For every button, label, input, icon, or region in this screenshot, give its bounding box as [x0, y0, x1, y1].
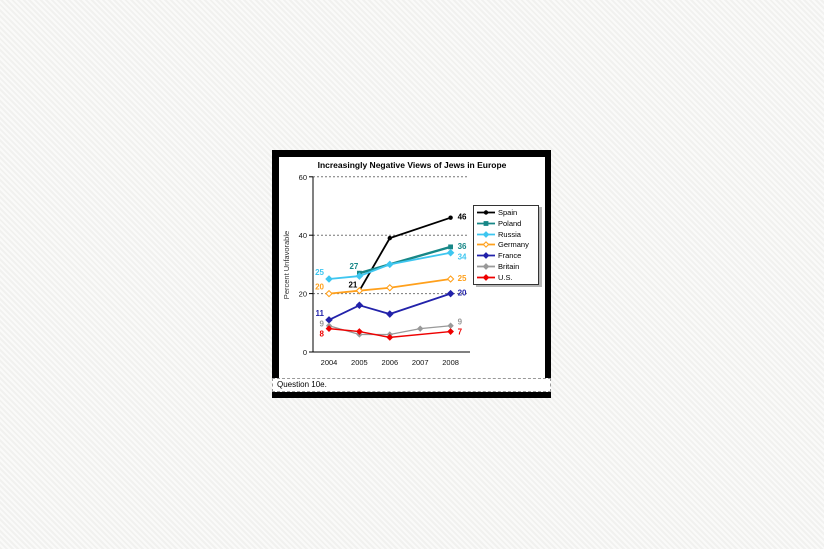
- marker-diamond-icon: [355, 272, 364, 280]
- legend-label: Poland: [498, 218, 522, 228]
- legend-line-marker-icon: [477, 252, 495, 260]
- marker-diamond-icon: [417, 325, 424, 332]
- data-label: 9: [320, 320, 325, 329]
- marker-diamond-icon: [482, 252, 490, 260]
- x-tick-label: 2007: [412, 358, 429, 367]
- question-text: Question 10e.: [277, 380, 327, 389]
- data-label: 7: [458, 328, 463, 337]
- marker-diamond-icon: [325, 275, 333, 283]
- marker-square-icon: [483, 220, 489, 226]
- legend-label: Russia: [498, 229, 521, 239]
- data-label: 8: [320, 330, 325, 339]
- x-tick-label: 2008: [442, 358, 459, 367]
- legend-item-russia: Russia: [476, 229, 536, 239]
- y-tick-label: 0: [303, 348, 307, 357]
- marker-open-diamond-icon: [446, 275, 455, 283]
- series-line-spain: [358, 216, 451, 292]
- x-tick-label: 2005: [351, 358, 368, 367]
- legend-line-marker-icon: [477, 274, 495, 281]
- marker-circle-icon: [483, 210, 489, 215]
- legend-line-marker-icon: [477, 230, 495, 238]
- legend-line-marker-icon: [477, 220, 495, 226]
- chart-legend: Spain Poland Russia Germany France Britain U.S…: [473, 205, 539, 285]
- marker-open-diamond-icon: [482, 241, 490, 249]
- plot-content: 0 20 40 60 2004 2005 2006 2007 2008 21 46 27 36 25 34 2…: [299, 173, 470, 367]
- legend-item-germany: Germany: [476, 240, 536, 250]
- legend-item-poland: Poland: [476, 218, 536, 228]
- marker-open-diamond-icon: [325, 289, 333, 298]
- series-line-us: [328, 327, 451, 339]
- legend-label: Germany: [498, 240, 529, 250]
- legend-item-us: U.S.: [476, 272, 536, 282]
- marker-diamond-icon: [482, 274, 490, 281]
- series-line-germany: [328, 278, 451, 295]
- chart-plot: Increasingly Negative Views of Jews in E…: [282, 160, 507, 367]
- marker-diamond-icon: [446, 248, 455, 257]
- series-line-poland: [359, 245, 451, 275]
- data-label: 46: [458, 213, 467, 222]
- marker-diamond-icon: [386, 310, 394, 318]
- marker-diamond-icon: [447, 322, 454, 329]
- legend-line-marker-icon: [477, 241, 495, 249]
- series-line-france: [328, 292, 451, 321]
- marker-diamond-icon: [386, 334, 394, 341]
- marker-circle-icon: [387, 235, 392, 241]
- legend-label: Britain: [498, 262, 520, 272]
- legend-item-france: France: [476, 251, 536, 261]
- y-tick-label: 40: [299, 231, 307, 240]
- y-tick-label: 20: [299, 290, 307, 299]
- data-label: 20: [458, 289, 467, 298]
- data-label: 9: [458, 318, 463, 327]
- data-label: 36: [458, 242, 467, 251]
- x-tick-label: 2004: [321, 358, 338, 367]
- question-bar: Question 10e.: [272, 378, 551, 392]
- marker-square-icon: [448, 244, 453, 250]
- marker-open-diamond-icon: [355, 286, 364, 295]
- data-label: 27: [349, 262, 358, 271]
- legend-label: Spain: [498, 207, 518, 217]
- marker-open-diamond-icon: [386, 283, 394, 292]
- chart-area: Increasingly Negative Views of Jews in E…: [279, 157, 545, 378]
- chart-title: Increasingly Negative Views of Jews in E…: [318, 160, 507, 170]
- legend-line-marker-icon: [477, 263, 495, 271]
- y-tick-label: 60: [299, 173, 307, 182]
- chart-window: Increasingly Negative Views of Jews in E…: [272, 150, 551, 398]
- y-axis-label: Percent Unfavorable: [282, 231, 291, 299]
- data-label: 11: [316, 309, 325, 318]
- x-tick-label: 2006: [381, 358, 398, 367]
- data-label: 25: [315, 268, 324, 277]
- data-label: 34: [458, 253, 467, 262]
- series-line-russia: [328, 251, 451, 280]
- legend-line-marker-icon: [477, 210, 495, 215]
- marker-diamond-icon: [325, 316, 333, 324]
- data-label: 20: [315, 283, 324, 292]
- legend-label: U.S.: [498, 272, 513, 282]
- data-label: 25: [458, 274, 467, 283]
- legend-item-britain: Britain: [476, 262, 536, 272]
- legend-label: France: [498, 251, 522, 261]
- marker-circle-icon: [448, 215, 453, 220]
- marker-diamond-icon: [482, 230, 490, 238]
- marker-diamond-icon: [386, 260, 394, 269]
- data-label: 21: [348, 281, 357, 290]
- marker-diamond-icon: [482, 263, 490, 271]
- marker-diamond-icon: [356, 328, 363, 335]
- legend-item-spain: Spain: [476, 207, 536, 217]
- marker-diamond-icon: [446, 289, 455, 298]
- marker-diamond-icon: [325, 325, 333, 333]
- marker-diamond-icon: [355, 301, 364, 310]
- marker-diamond-icon: [447, 328, 454, 335]
